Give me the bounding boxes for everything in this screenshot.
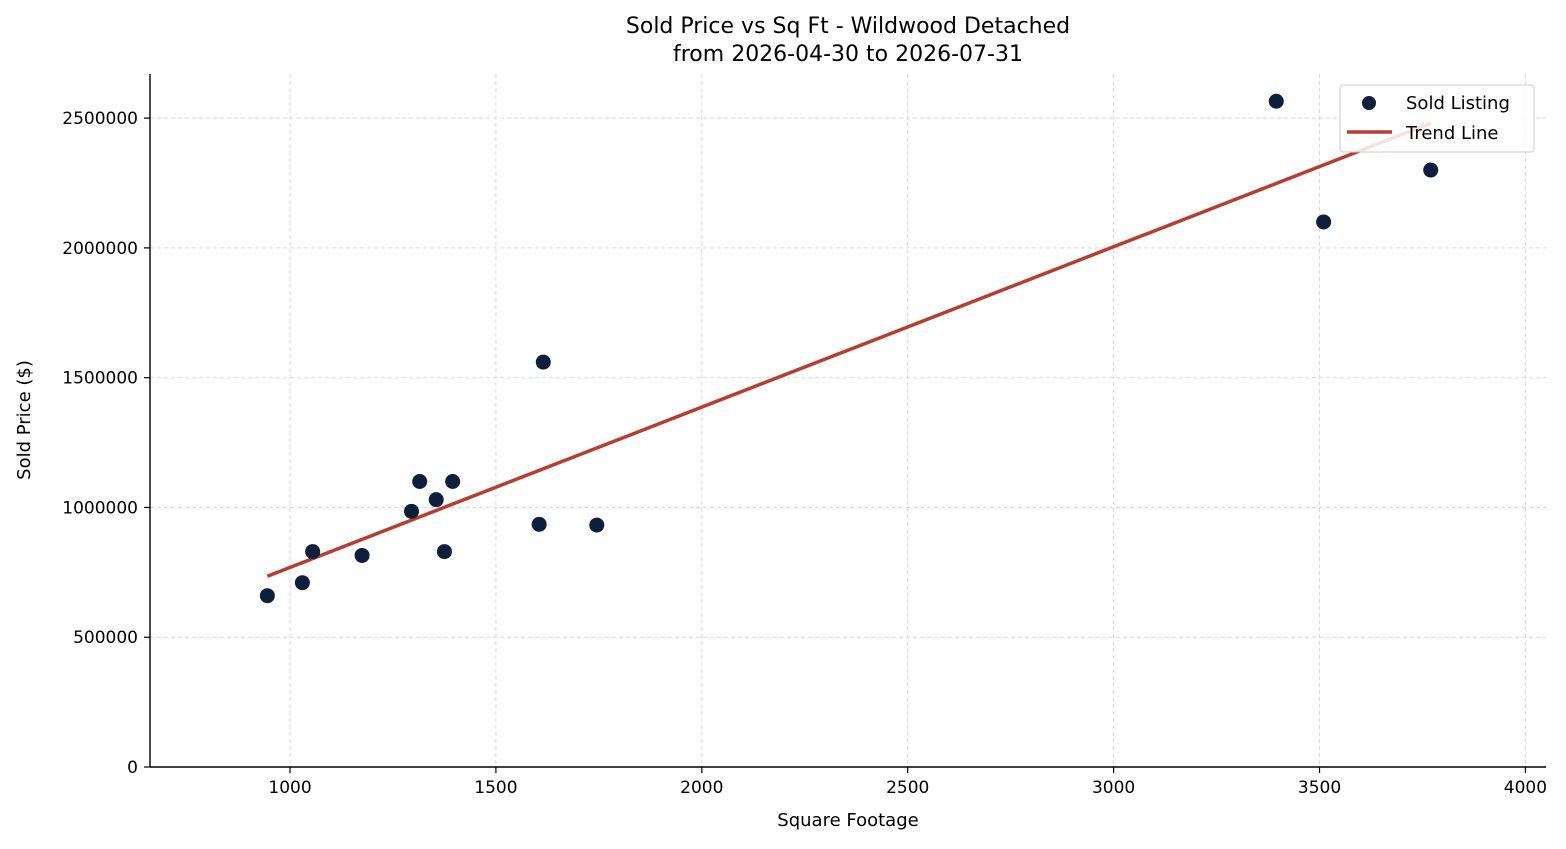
y-tick-label: 500000 bbox=[73, 628, 138, 648]
legend-label-trend-line: Trend Line bbox=[1405, 123, 1499, 144]
x-tick-label: 3500 bbox=[1298, 778, 1341, 798]
data-point bbox=[354, 547, 370, 563]
y-tick-label: 1000000 bbox=[62, 498, 138, 518]
legend-label-sold-listing: Sold Listing bbox=[1406, 93, 1510, 114]
axes bbox=[149, 74, 1546, 768]
data-point bbox=[436, 544, 452, 560]
x-tick-label: 1000 bbox=[268, 778, 311, 798]
data-point bbox=[1316, 214, 1332, 230]
trend-line bbox=[266, 121, 1432, 578]
legend-scatter-marker bbox=[1362, 96, 1376, 110]
x-tick-label: 2500 bbox=[886, 778, 929, 798]
grid bbox=[150, 74, 1546, 768]
x-tick-label: 4000 bbox=[1504, 778, 1547, 798]
y-tick-label: 2500000 bbox=[62, 109, 138, 129]
x-tick-label: 2000 bbox=[680, 778, 723, 798]
data-point bbox=[1423, 162, 1439, 178]
trend-line-layer bbox=[266, 121, 1432, 578]
legend-box bbox=[1339, 84, 1535, 153]
data-point bbox=[259, 588, 275, 604]
y-axis-label: Sold Price ($) bbox=[14, 360, 35, 480]
y-tick-label: 2000000 bbox=[62, 239, 138, 259]
data-point bbox=[535, 354, 551, 370]
chart-subtitle: from 2026-04-30 to 2026-07-31 bbox=[673, 42, 1023, 67]
x-tick-label: 3000 bbox=[1092, 778, 1135, 798]
data-point bbox=[305, 544, 321, 560]
data-point bbox=[428, 492, 444, 508]
data-point bbox=[531, 516, 547, 532]
ticks: 1000 1500 2000 2500 3000 3500 4000 0 500000 10000… bbox=[62, 109, 1547, 798]
data-point bbox=[294, 575, 310, 591]
data-point bbox=[445, 473, 461, 489]
y-tick-label: 1500000 bbox=[62, 369, 138, 389]
points-layer bbox=[259, 93, 1439, 604]
chart-title: Sold Price vs Sq Ft - Wildwood Detached bbox=[626, 14, 1070, 39]
data-point bbox=[412, 473, 428, 489]
legend: Sold Listing Trend Line bbox=[1339, 84, 1535, 153]
x-tick-label: 1500 bbox=[474, 778, 517, 798]
data-point bbox=[403, 503, 419, 519]
data-point bbox=[589, 517, 605, 533]
y-tick-label: 0 bbox=[127, 758, 138, 778]
x-axis-label: Square Footage bbox=[777, 810, 918, 831]
data-point bbox=[1268, 93, 1284, 109]
